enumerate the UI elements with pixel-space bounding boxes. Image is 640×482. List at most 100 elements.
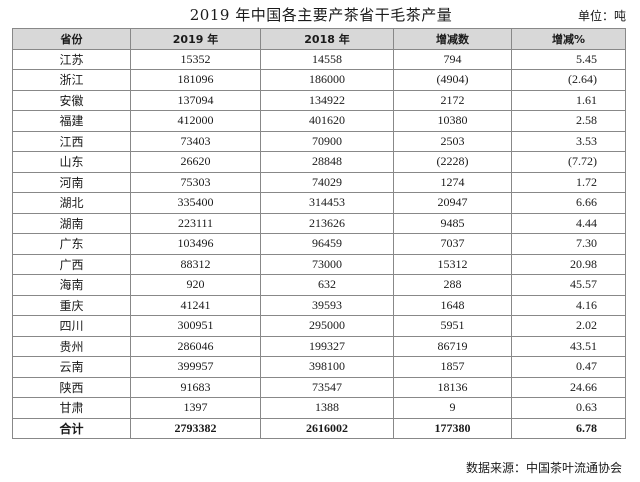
table-row: 河南 75303 74029 1274 1.72 [12,171,626,193]
cell-change-pct: 0.63 [511,397,626,419]
cell-change-pct: 1.72 [511,171,626,193]
header-province: 省份 [12,28,131,50]
table-row: 海南 920 632 288 45.57 [12,274,626,296]
cell-2019: 335400 [130,192,261,214]
total-change: 177380 [393,417,512,439]
cell-change: 1648 [393,294,512,316]
table-row: 重庆 41241 39593 1648 4.16 [12,294,626,316]
cell-2019: 300951 [130,315,261,337]
unit-label: 单位：吨 [577,9,626,23]
cell-2018: 186000 [260,69,394,91]
cell-2019: 75303 [130,171,261,193]
cell-province: 江西 [12,130,131,152]
cell-province: 甘肃 [12,397,131,419]
cell-change: 5951 [393,315,512,337]
cell-change-pct: 3.53 [511,130,626,152]
cell-change-pct: 43.51 [511,335,626,357]
cell-province: 安徽 [12,89,131,111]
cell-change: 2172 [393,89,512,111]
header-row: 省份 2019 年 2018 年 增减数 增减% [12,28,626,50]
cell-2018: 14558 [260,48,394,70]
table-row: 福建 412000 401620 10380 2.58 [12,110,626,132]
cell-2019: 181096 [130,69,261,91]
table-row: 江苏 15352 14558 794 5.45 [12,48,626,70]
cell-2019: 286046 [130,335,261,357]
cell-change: 10380 [393,110,512,132]
cell-2018: 70900 [260,130,394,152]
cell-2018: 213626 [260,212,394,234]
cell-2019: 73403 [130,130,261,152]
total-row: 合计 2793382 2616002 177380 6.78 [12,417,626,439]
cell-change: 20947 [393,192,512,214]
cell-province: 福建 [12,110,131,132]
cell-2019: 91683 [130,376,261,398]
cell-province: 浙江 [12,69,131,91]
table-row: 江西 73403 70900 2503 3.53 [12,130,626,152]
total-2019: 2793382 [130,417,261,439]
cell-2019: 399957 [130,356,261,378]
cell-2018: 96459 [260,233,394,255]
cell-province: 陕西 [12,376,131,398]
cell-2019: 103496 [130,233,261,255]
cell-change-pct: 7.30 [511,233,626,255]
table-body: 江苏 15352 14558 794 5.45 浙江 181096 186000 (4904)(… [12,48,626,439]
cell-change-pct: 1.61 [511,89,626,111]
header-change-pct: 增减% [511,28,626,50]
production-table: 省份 2019 年 2018 年 增减数 增减% 江苏 15352 14558 794… [12,28,626,439]
table-row: 湖北 335400 314453 20947 6.66 [12,192,626,214]
table-row: 甘肃 1397 1388 9 0.63 [12,397,626,419]
cell-change: 15312 [393,253,512,275]
header-2018: 2018 年 [260,28,394,50]
title-row: 2019 年中国各主要产茶省干毛茶产量 单位：吨 [12,4,630,26]
cell-province: 广西 [12,253,131,275]
cell-2019: 223111 [130,212,261,234]
cell-2019: 412000 [130,110,261,132]
table-title: 2019 年中国各主要产茶省干毛茶产量 [189,6,453,24]
cell-2018: 632 [260,274,394,296]
cell-province: 海南 [12,274,131,296]
cell-2018: 134922 [260,89,394,111]
cell-2019: 26620 [130,151,261,173]
cell-2018: 199327 [260,335,394,357]
table-row: 山东 26620 28848 (2228) (7.72) [12,151,626,173]
cell-change-pct: 45.57 [511,274,626,296]
cell-2018: 295000 [260,315,394,337]
cell-2019: 88312 [130,253,261,275]
cell-change: 794 [393,48,512,70]
cell-change-pct: 6.66 [511,192,626,214]
cell-change: 1857 [393,356,512,378]
table-row: 陕西 91683 73547 18136 24.66 [12,376,626,398]
total-label: 合计 [12,417,131,439]
cell-change-pct: 20.98 [511,253,626,275]
cell-2018: 73547 [260,376,394,398]
cell-change-pct: (2.64) [511,69,626,91]
cell-province: 贵州 [12,335,131,357]
cell-2019: 1397 [130,397,261,419]
cell-change: 18136 [393,376,512,398]
cell-province: 山东 [12,151,131,173]
cell-change-pct: (7.72) [511,151,626,173]
cell-province: 湖北 [12,192,131,214]
cell-2019: 920 [130,274,261,296]
table-row: 浙江 181096 186000 (4904) (2.64) [12,69,626,91]
cell-change: 9 [393,397,512,419]
cell-change-pct: 2.58 [511,110,626,132]
header-2019: 2019 年 [130,28,261,50]
cell-2018: 73000 [260,253,394,275]
cell-2018: 39593 [260,294,394,316]
cell-2018: 398100 [260,356,394,378]
cell-change-pct: 5.45 [511,48,626,70]
table-row: 广西 88312 73000 15312 20.98 [12,253,626,275]
cell-change: 288 [393,274,512,296]
cell-2018: 1388 [260,397,394,419]
cell-change: 9485 [393,212,512,234]
cell-province: 重庆 [12,294,131,316]
data-source: 数据来源：中国茶叶流通协会 [465,461,622,475]
cell-province: 云南 [12,356,131,378]
cell-2018: 314453 [260,192,394,214]
table-row: 云南 399957 398100 1857 0.47 [12,356,626,378]
cell-change-pct: 4.16 [511,294,626,316]
cell-change-pct: 2.02 [511,315,626,337]
cell-province: 广东 [12,233,131,255]
